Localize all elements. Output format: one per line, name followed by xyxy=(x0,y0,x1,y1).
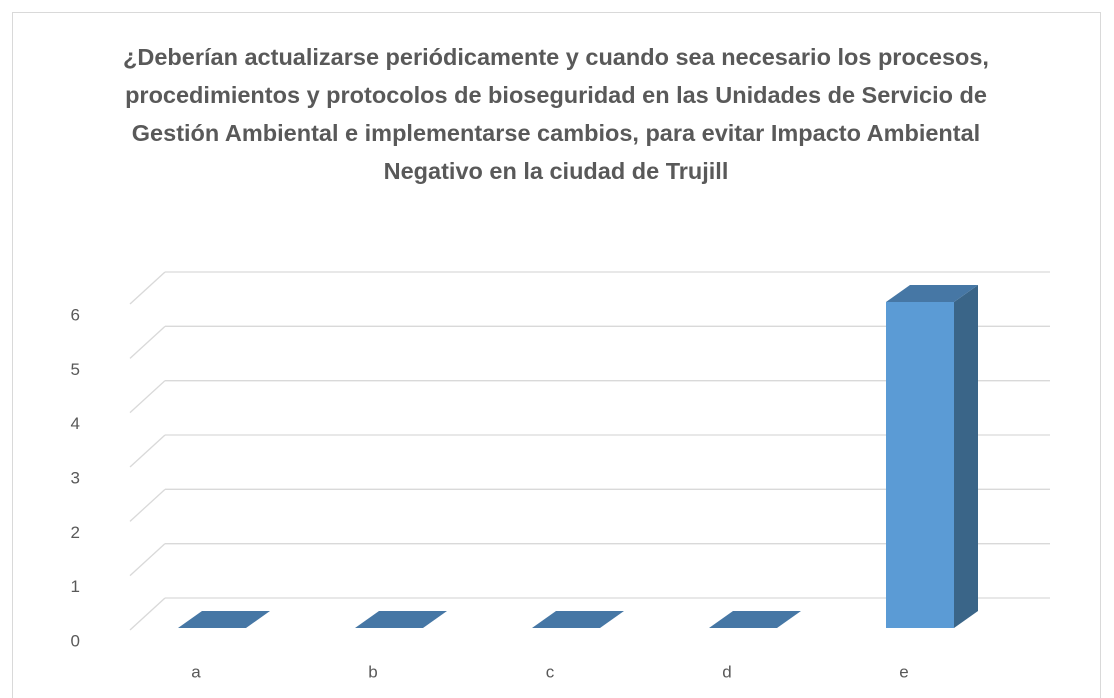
x-tick-label: a xyxy=(191,662,201,681)
y-tick-label: 0 xyxy=(71,631,80,650)
x-tick-label: c xyxy=(546,662,555,681)
grid-line-side xyxy=(129,325,166,359)
y-tick-label: 5 xyxy=(71,360,80,379)
x-tick-label: e xyxy=(899,662,908,681)
bar-side xyxy=(954,285,978,628)
y-tick-label: 1 xyxy=(71,577,80,596)
x-tick-label: b xyxy=(368,662,377,681)
bar-top xyxy=(355,611,447,628)
grid-line-side xyxy=(129,434,166,468)
grid-line-side xyxy=(129,380,166,414)
y-tick-label: 6 xyxy=(71,305,80,324)
bar-front xyxy=(886,302,954,628)
x-tick-label: d xyxy=(722,662,731,681)
bar-top xyxy=(178,611,270,628)
grid-line-side xyxy=(129,488,166,522)
y-tick-label: 3 xyxy=(71,468,80,487)
y-tick-label: 4 xyxy=(71,414,80,433)
grid-line-side xyxy=(129,543,166,577)
y-tick-label: 2 xyxy=(71,523,80,542)
bar-top xyxy=(886,285,978,302)
grid-line-side xyxy=(129,271,166,305)
grid-line-side xyxy=(129,597,166,631)
bar-top xyxy=(532,611,624,628)
bar-top xyxy=(709,611,801,628)
chart-title: ¿Deberían actualizarse periódicamente y … xyxy=(123,44,989,184)
chart-border xyxy=(12,12,1101,698)
